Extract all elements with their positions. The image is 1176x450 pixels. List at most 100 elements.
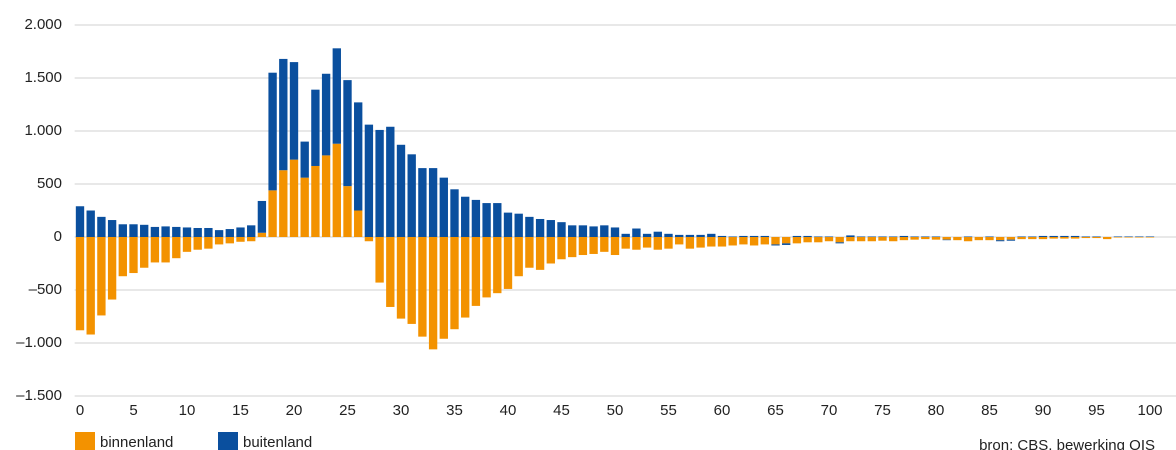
source: bron: CBS, bewerking OIS	[979, 437, 1155, 450]
bar	[985, 236, 994, 237]
bar	[921, 236, 930, 237]
bar	[782, 243, 791, 245]
bar	[685, 234, 695, 237]
bar	[685, 237, 695, 249]
bar	[867, 236, 876, 237]
bar	[814, 236, 823, 237]
bar	[428, 237, 438, 350]
bar	[450, 189, 459, 237]
bar	[824, 236, 834, 237]
bar	[1060, 235, 1069, 237]
legend-label: binnenland	[100, 434, 173, 450]
bar	[257, 232, 267, 237]
x-tick-label: 90	[1035, 402, 1052, 419]
bar	[664, 237, 673, 249]
bar	[1135, 236, 1144, 237]
bar	[760, 235, 769, 237]
bar	[364, 237, 374, 242]
bar	[535, 218, 545, 237]
y-tick-label: –1.500	[16, 387, 62, 404]
bar	[1060, 237, 1069, 239]
x-tick-label: 20	[286, 402, 303, 419]
bar	[535, 237, 545, 270]
bar	[172, 226, 181, 237]
bar	[910, 236, 919, 237]
bar	[461, 237, 470, 318]
bar	[696, 237, 705, 248]
bar	[621, 233, 630, 237]
bar	[931, 236, 941, 237]
bar	[1124, 236, 1133, 237]
x-tick-label: 0	[76, 402, 84, 419]
legend-swatch	[75, 432, 95, 450]
bar	[1135, 237, 1144, 238]
bar	[428, 168, 438, 237]
bar	[311, 89, 320, 166]
bar	[942, 239, 951, 241]
bar	[364, 124, 374, 237]
bar	[482, 203, 491, 237]
bar	[1006, 237, 1016, 240]
bar	[214, 230, 224, 237]
x-tick-label: 35	[446, 402, 463, 419]
bar	[728, 237, 737, 246]
bar	[878, 237, 887, 241]
bar	[557, 222, 566, 237]
bar	[493, 237, 502, 294]
bar	[482, 237, 491, 298]
bar	[150, 226, 160, 237]
bar	[621, 237, 630, 249]
x-tick-label: 70	[821, 402, 838, 419]
bar	[439, 237, 448, 339]
bar	[600, 237, 609, 252]
bar	[600, 225, 609, 237]
bar	[503, 237, 513, 289]
bar	[172, 237, 181, 259]
bar	[461, 196, 470, 237]
y-tick-label: 500	[37, 175, 62, 192]
x-tick-label: 15	[232, 402, 249, 419]
bar	[247, 237, 256, 242]
bar	[963, 237, 973, 242]
bar	[418, 168, 427, 237]
bar	[1028, 237, 1037, 240]
bar	[118, 237, 127, 277]
bar	[707, 237, 716, 247]
bar	[471, 199, 481, 237]
bar	[193, 237, 202, 250]
bar	[514, 237, 523, 277]
bar	[578, 225, 588, 237]
bar	[1049, 237, 1058, 239]
bar	[354, 102, 363, 211]
x-tick-label: 30	[393, 402, 410, 419]
bar	[546, 237, 555, 264]
bar	[97, 216, 106, 237]
bar	[75, 237, 85, 331]
bar	[236, 237, 245, 242]
bar	[396, 237, 406, 319]
bar	[386, 237, 395, 307]
y-tick-label: 0	[54, 228, 62, 245]
bar	[824, 237, 834, 242]
bar	[867, 237, 876, 242]
bar	[311, 165, 320, 237]
y-tick-label: 1.500	[24, 69, 62, 86]
x-tick-label: 75	[874, 402, 891, 419]
bar	[717, 237, 727, 247]
bar	[899, 235, 909, 237]
bar	[279, 170, 288, 237]
bar	[1124, 237, 1133, 238]
bar	[664, 233, 673, 237]
bar	[236, 227, 245, 237]
bar	[279, 58, 288, 171]
bar	[675, 234, 684, 237]
x-tick-label: 85	[981, 402, 998, 419]
bar	[963, 236, 973, 237]
bar	[835, 237, 844, 243]
bar	[75, 206, 85, 237]
x-tick-label: 5	[129, 402, 137, 419]
bar	[899, 237, 909, 241]
bar	[856, 237, 866, 242]
bar	[140, 224, 149, 237]
bar	[182, 237, 192, 252]
